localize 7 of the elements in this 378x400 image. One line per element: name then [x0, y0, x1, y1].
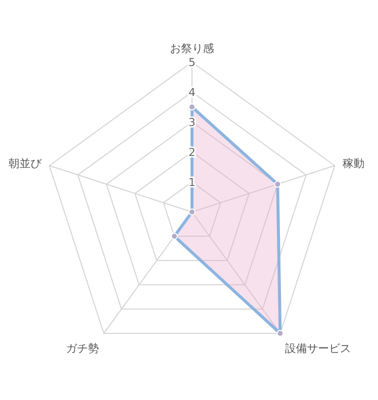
spoke-label: お祭り感: [170, 42, 214, 55]
y-tick-label: 5: [188, 56, 196, 69]
y-tick-label: 4: [188, 86, 196, 99]
spoke-label: 稼動: [342, 157, 364, 170]
spoke-label: 朝並び: [8, 157, 43, 170]
spoke-label: ガチ勢: [66, 342, 100, 355]
spoke-label: 設備サービス: [284, 342, 351, 355]
